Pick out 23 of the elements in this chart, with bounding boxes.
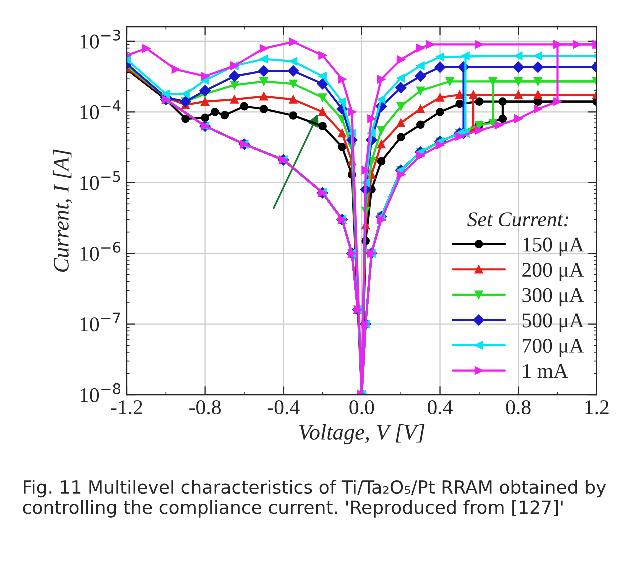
y-tick-label: 10$^{−6}$ — [80, 242, 121, 262]
y-tick-label: 10$^{−7}$ — [80, 312, 120, 332]
legend-title: Set Current: — [468, 212, 568, 227]
y-tick-label: 10$^{−4}$ — [80, 100, 121, 120]
y-tick-label: 10$^{−3}$ — [80, 30, 120, 49]
x-tick-label: 0.8 — [506, 400, 531, 415]
legend-label: 500 μA — [522, 314, 584, 332]
legend-label: 150 μA — [524, 238, 584, 256]
caption: Fig. 11 Multilevel characteristics of Ti/Ta₂O₅/Pt RRAM obtained by controlling the compliance current. 'Reproduced from [127]' — [23, 480, 606, 518]
y-tick-label: 10$^{−8}$ — [80, 383, 121, 402]
x-tick-label: 1.2 — [586, 400, 609, 415]
legend-label: 700 μA — [523, 338, 584, 358]
legend-label: 200 μA — [522, 263, 584, 282]
y-tick-label: 10$^{−5}$ — [80, 171, 120, 190]
x-tick-label: -0.8 — [190, 400, 222, 415]
x-tick-label: -1.2 — [111, 400, 142, 415]
x-tick-label: -0.4 — [268, 400, 300, 415]
y-axis-title: Current, I [A] — [53, 150, 72, 272]
legend-label: 1 mA — [524, 364, 568, 378]
x-tick-label: 0.0 — [350, 400, 374, 415]
x-tick-label: 0.4 — [428, 400, 453, 415]
legend-label: 300 μA — [522, 288, 584, 307]
x-axis-title: Voltage, V [V] — [299, 424, 425, 444]
